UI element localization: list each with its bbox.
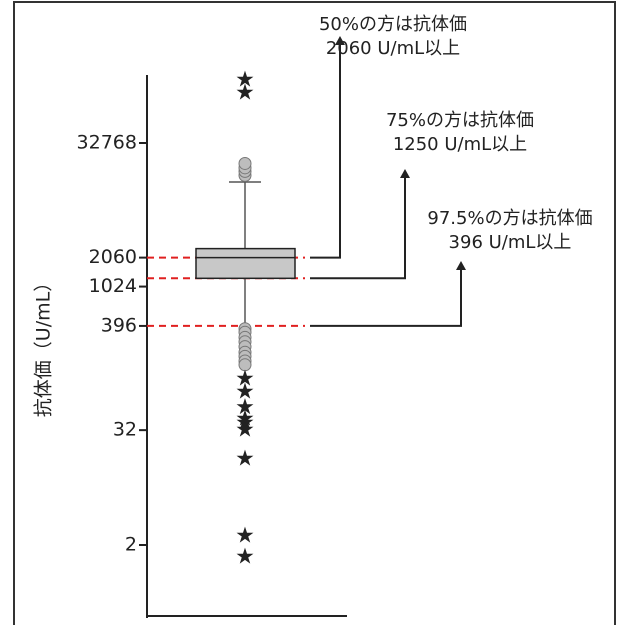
annotation-label: 2060 U/mL以上 xyxy=(326,38,460,59)
outlier-star: ★ xyxy=(235,366,255,391)
annotation-label: 75%の方は抗体価 xyxy=(386,110,534,131)
outlier-star: ★ xyxy=(235,411,255,436)
outlier-star: ★ xyxy=(235,418,255,443)
annotations: 50%の方は抗体価 2060 U/mL以上 75%の方は抗体価 1250 U/mL以上… xyxy=(319,14,593,253)
outliers: ★★★★★★★★★★★ xyxy=(235,67,255,569)
y-ticks: 32768 2060 1024 396 32 2 xyxy=(77,132,147,556)
outlier-star: ★ xyxy=(235,395,255,420)
outlier-star: ★ xyxy=(235,523,255,548)
annotation-connectors xyxy=(310,36,466,327)
annotation-label: 1250 U/mL以上 xyxy=(393,134,527,155)
annotation-connector xyxy=(310,43,341,259)
y-tick-label: 2 xyxy=(125,534,137,556)
box-iqr xyxy=(195,247,296,280)
image-border xyxy=(13,1,616,630)
annotation-label: 97.5%の方は抗体価 xyxy=(427,208,592,229)
y-tick-label: 32 xyxy=(113,419,137,441)
outlier-star: ★ xyxy=(235,67,255,92)
annotation-connector xyxy=(310,176,406,280)
outlier-circle xyxy=(238,156,252,170)
outlier-circle xyxy=(238,358,252,372)
outlier-star: ★ xyxy=(235,446,255,471)
box-group xyxy=(195,181,296,326)
outlier-star: ★ xyxy=(235,544,255,569)
y-axis-label: 抗体価（U/mL） xyxy=(33,273,55,417)
annotation-label: 50%の方は抗体価 xyxy=(319,14,467,35)
outlier-star: ★ xyxy=(235,406,255,431)
outlier-star: ★ xyxy=(235,380,255,405)
y-tick-label: 32768 xyxy=(77,132,137,154)
annotation-arrowhead xyxy=(400,169,410,178)
annotation-label: 396 U/mL以上 xyxy=(449,232,572,253)
annotation-connector xyxy=(310,268,462,327)
annotation-arrowhead xyxy=(335,36,345,45)
outlier-star: ★ xyxy=(235,80,255,105)
y-tick-label: 1024 xyxy=(89,275,137,297)
annotation-arrowhead xyxy=(456,261,466,270)
y-tick-label: 396 xyxy=(101,314,137,336)
y-tick-label: 2060 xyxy=(89,246,137,268)
